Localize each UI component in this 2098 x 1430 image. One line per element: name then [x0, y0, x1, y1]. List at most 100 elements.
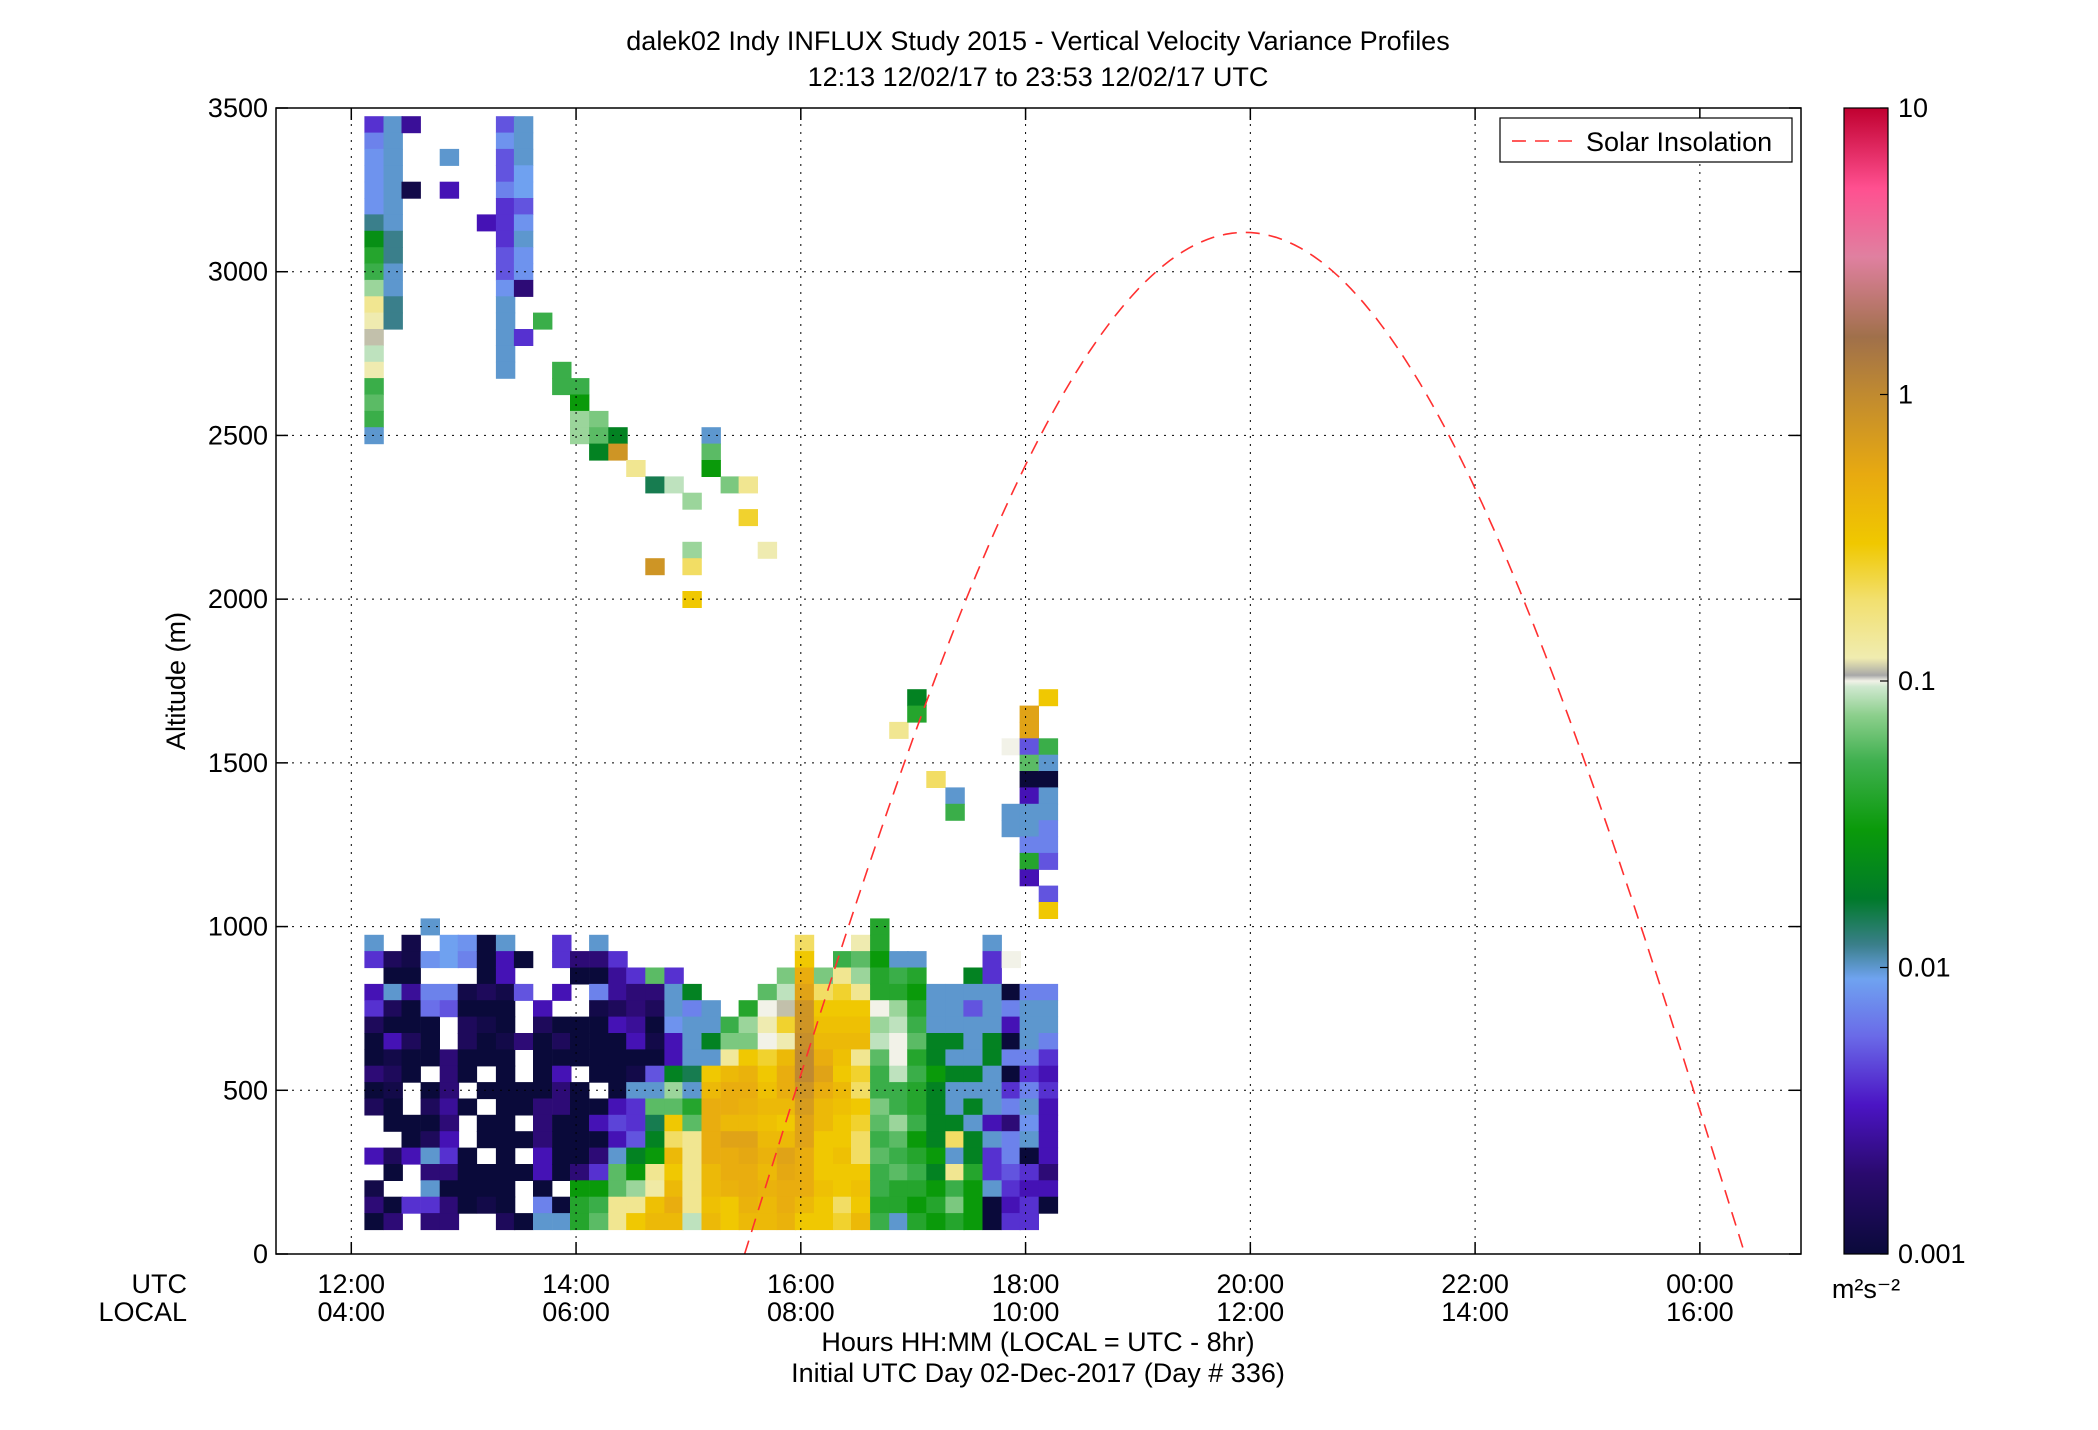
heatmap-cell	[926, 1098, 946, 1116]
heatmap-cell	[1019, 1213, 1039, 1231]
heatmap-cell	[870, 967, 890, 985]
heatmap-cell	[364, 1065, 384, 1083]
heatmap-cell	[870, 1180, 890, 1198]
heatmap-cell	[851, 1016, 871, 1034]
heatmap-cell	[757, 1213, 778, 1231]
heatmap-cell	[626, 967, 646, 985]
heatmap-cell	[945, 983, 965, 1001]
heatmap-cell	[720, 1098, 740, 1116]
heatmap-cell	[364, 951, 384, 969]
heatmap-cell	[533, 1164, 553, 1181]
heatmap-cell	[776, 1164, 797, 1181]
heatmap-cell	[1038, 1147, 1059, 1165]
heatmap-cell	[1019, 787, 1039, 805]
heatmap-cell	[383, 1098, 403, 1116]
heatmap-cell	[589, 1213, 609, 1231]
heatmap-cell	[720, 1049, 740, 1067]
heatmap-cell	[870, 1164, 890, 1181]
heatmap-cell	[570, 967, 590, 985]
heatmap-cell	[476, 1114, 497, 1132]
heatmap-cell	[963, 1147, 983, 1165]
heatmap-cell	[383, 967, 403, 985]
heatmap-cell	[420, 983, 440, 1001]
heatmap-cell	[1001, 983, 1021, 1001]
colorbar-ticks: 0.001 0.01 0.1 1 10	[1880, 93, 1966, 1269]
x-tick-label-utc: 18:00	[992, 1269, 1060, 1299]
heatmap-cell	[813, 1016, 834, 1034]
heatmap-cell	[701, 1196, 721, 1214]
heatmap-cell	[589, 1000, 609, 1018]
heatmap-cell	[1019, 721, 1039, 739]
heatmap-cell	[1038, 1114, 1059, 1132]
heatmap-cell	[813, 967, 834, 985]
heatmap-cell	[645, 1196, 665, 1214]
heatmap-cell	[476, 1049, 497, 1067]
heatmap-cell	[1038, 1000, 1059, 1018]
heatmap-cell	[1038, 1065, 1059, 1083]
heatmap-cell	[738, 1065, 758, 1083]
heatmap-cell	[552, 378, 572, 396]
heatmap-cell	[476, 967, 497, 985]
heatmap-cell	[513, 165, 534, 183]
heatmap-cell	[926, 1065, 946, 1083]
heatmap-cell	[701, 1049, 721, 1067]
heatmap-cell	[1001, 1049, 1021, 1067]
heatmap-cell	[383, 132, 403, 150]
heatmap-cell	[1038, 1033, 1059, 1050]
colorbar-tick-label: 0.001	[1898, 1239, 1966, 1269]
heatmap-cell	[664, 1000, 684, 1018]
heatmap-cell	[982, 1016, 1002, 1034]
heatmap-cell	[364, 329, 384, 346]
heatmap-cell	[364, 214, 384, 232]
heatmap-cell	[364, 1180, 384, 1198]
heatmap-cell	[926, 1082, 946, 1100]
heatmap-cell	[1038, 1131, 1059, 1149]
heatmap-cell	[757, 1164, 778, 1181]
heatmap-cell	[457, 934, 478, 952]
heatmap-cell	[851, 967, 871, 985]
solar-insolation-curve	[743, 231, 1746, 1254]
heatmap-cell	[608, 1098, 628, 1116]
heatmap-cell	[364, 148, 384, 166]
heatmap-cell	[533, 1000, 553, 1018]
heatmap-cell	[701, 1000, 721, 1018]
heatmap-cell	[608, 427, 628, 445]
heatmap-cell	[833, 1049, 853, 1067]
heatmap-cell	[794, 934, 815, 952]
heatmap-cell	[364, 1033, 384, 1050]
heatmap-cell	[870, 1065, 890, 1083]
heatmap-cell	[682, 1065, 702, 1083]
heatmap-cell	[533, 1098, 553, 1116]
heatmap-cell	[439, 934, 460, 952]
heatmap-cell	[1001, 1065, 1021, 1083]
heatmap-cell	[1038, 803, 1059, 821]
heatmap-cell	[682, 1213, 702, 1231]
heatmap-cell	[626, 1033, 646, 1050]
heatmap-cell	[982, 1033, 1002, 1050]
heatmap-cell	[457, 1147, 478, 1165]
heatmap-cell	[533, 1131, 553, 1149]
x-tick-label-local: 12:00	[1217, 1297, 1285, 1327]
heatmap-cell	[401, 1016, 421, 1034]
heatmap-cell	[720, 1114, 740, 1132]
heatmap-cell	[738, 1147, 758, 1165]
heatmap-cell	[757, 1114, 778, 1132]
heatmap-cell	[794, 1213, 815, 1231]
heatmap-cell	[907, 1114, 927, 1132]
heatmap-cell	[757, 983, 778, 1001]
heatmap-cell	[813, 1065, 834, 1083]
heatmap-cell	[720, 1016, 740, 1034]
heatmap-cell	[589, 1131, 609, 1149]
heatmap-cell	[383, 263, 403, 281]
heatmap-cell	[1001, 1082, 1021, 1100]
heatmap-cell	[738, 1196, 758, 1214]
heatmap-cell	[589, 1147, 609, 1165]
heatmap-cell	[364, 345, 384, 363]
heatmap-cell	[833, 1065, 853, 1083]
heatmap-cell	[589, 1065, 609, 1083]
heatmap-cell	[776, 1016, 797, 1034]
heatmap-cell	[364, 427, 384, 445]
heatmap-cell	[383, 1016, 403, 1034]
heatmap-cell	[495, 1000, 516, 1018]
colorbar-tick-label: 10	[1898, 93, 1928, 123]
